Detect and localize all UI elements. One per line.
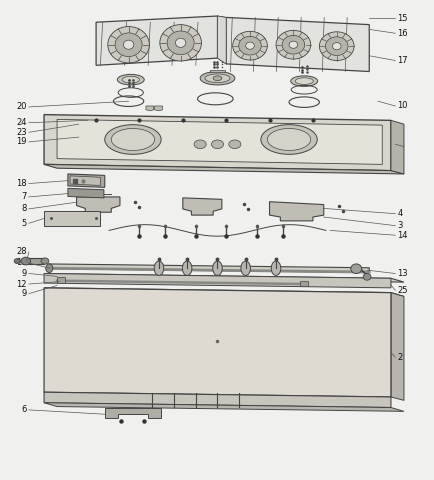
Polygon shape [26, 258, 44, 264]
Polygon shape [44, 288, 390, 397]
Ellipse shape [282, 36, 304, 54]
Text: 23: 23 [16, 128, 26, 137]
Ellipse shape [228, 140, 240, 149]
Polygon shape [390, 120, 403, 174]
Ellipse shape [21, 257, 30, 265]
Ellipse shape [105, 125, 161, 155]
Ellipse shape [212, 261, 222, 276]
Polygon shape [76, 197, 120, 212]
Polygon shape [209, 70, 225, 72]
Ellipse shape [350, 264, 361, 274]
Polygon shape [70, 176, 100, 185]
Text: 17: 17 [397, 56, 407, 65]
Text: 25: 25 [397, 286, 407, 295]
Ellipse shape [175, 38, 185, 48]
Ellipse shape [213, 76, 221, 81]
Polygon shape [105, 408, 161, 418]
Polygon shape [226, 17, 368, 72]
Ellipse shape [240, 261, 250, 276]
Text: 8: 8 [21, 204, 26, 214]
Text: 10: 10 [397, 101, 407, 110]
Text: 9: 9 [21, 289, 26, 298]
Text: 20: 20 [16, 102, 26, 111]
Ellipse shape [167, 31, 194, 55]
Ellipse shape [117, 74, 144, 85]
Polygon shape [48, 264, 368, 273]
Ellipse shape [290, 76, 317, 86]
Ellipse shape [260, 125, 316, 155]
Text: 4: 4 [397, 209, 402, 218]
Bar [57, 277, 65, 283]
Polygon shape [269, 202, 323, 221]
Text: 12: 12 [16, 279, 26, 288]
Text: 28: 28 [16, 248, 26, 256]
Text: 14: 14 [397, 231, 407, 240]
Ellipse shape [325, 37, 347, 56]
Polygon shape [44, 164, 403, 174]
Ellipse shape [108, 26, 149, 63]
Polygon shape [44, 288, 403, 297]
Text: 7: 7 [21, 192, 26, 202]
Ellipse shape [14, 259, 20, 264]
Ellipse shape [194, 140, 206, 149]
Bar [299, 281, 307, 287]
Ellipse shape [41, 258, 49, 264]
Polygon shape [390, 293, 403, 400]
Ellipse shape [211, 140, 223, 149]
Text: 13: 13 [397, 269, 407, 278]
Text: 24: 24 [16, 118, 26, 127]
Text: 18: 18 [16, 179, 26, 188]
Ellipse shape [276, 30, 310, 59]
Polygon shape [96, 16, 217, 65]
Polygon shape [154, 106, 162, 111]
Text: 9: 9 [21, 269, 26, 278]
Text: 19: 19 [16, 137, 26, 146]
Text: 15: 15 [397, 14, 407, 23]
Polygon shape [44, 274, 390, 288]
Polygon shape [44, 115, 390, 170]
Text: 2: 2 [397, 353, 402, 362]
Polygon shape [57, 120, 381, 164]
Text: 11: 11 [16, 258, 26, 267]
Ellipse shape [294, 78, 312, 84]
Polygon shape [146, 106, 153, 111]
Ellipse shape [115, 33, 142, 57]
Ellipse shape [362, 274, 370, 280]
Bar [44, 211, 100, 226]
Ellipse shape [46, 264, 53, 273]
Text: 5: 5 [21, 219, 26, 228]
Polygon shape [217, 16, 226, 64]
Polygon shape [44, 403, 403, 411]
Polygon shape [68, 174, 105, 187]
Text: 1: 1 [397, 140, 402, 149]
Text: 3: 3 [397, 221, 402, 230]
Ellipse shape [111, 129, 154, 151]
Ellipse shape [332, 43, 340, 50]
Ellipse shape [288, 41, 297, 48]
Polygon shape [44, 392, 390, 408]
Ellipse shape [267, 129, 310, 151]
Ellipse shape [200, 72, 234, 85]
Ellipse shape [159, 24, 201, 61]
Ellipse shape [204, 74, 230, 83]
Polygon shape [182, 198, 221, 215]
Ellipse shape [238, 36, 261, 55]
Ellipse shape [319, 32, 353, 60]
Text: 6: 6 [21, 406, 26, 414]
Ellipse shape [122, 76, 139, 83]
Polygon shape [44, 274, 403, 282]
Polygon shape [68, 188, 104, 198]
Ellipse shape [123, 40, 134, 49]
Ellipse shape [154, 261, 163, 276]
Text: 16: 16 [397, 29, 407, 38]
Ellipse shape [245, 42, 254, 49]
Ellipse shape [271, 261, 280, 276]
Ellipse shape [182, 261, 191, 276]
Ellipse shape [232, 31, 267, 60]
